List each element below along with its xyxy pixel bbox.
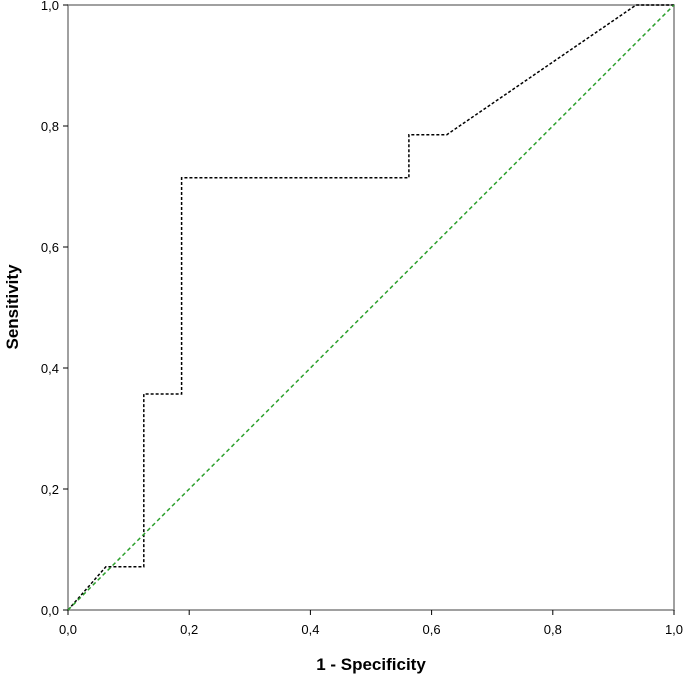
x-tick-label: 0,2 (180, 622, 198, 637)
y-tick-label: 1,0 (41, 0, 59, 13)
y-axis-ticks: 0,0 0,2 0,4 0,6 0,8 1,0 (41, 0, 68, 618)
y-tick-label: 0,2 (41, 482, 59, 497)
y-tick-label: 0,6 (41, 240, 59, 255)
y-tick-label: 0,8 (41, 119, 59, 134)
x-tick-label: 0,8 (544, 622, 562, 637)
reference-diagonal-line (67, 4, 675, 611)
roc-curve (67, 4, 674, 611)
x-axis-title: 1 - Specificity (316, 655, 426, 674)
y-tick-label: 0,4 (41, 361, 59, 376)
y-axis-title: Sensitivity (3, 264, 22, 350)
x-tick-label: 0,0 (59, 622, 77, 637)
series-layer (67, 4, 675, 611)
y-tick-label: 0,0 (41, 603, 59, 618)
plot-area-frame (67, 4, 675, 611)
x-axis-ticks: 0,0 0,2 0,4 0,6 0,8 1,0 (59, 610, 683, 637)
x-tick-label: 0,6 (423, 622, 441, 637)
x-tick-label: 1,0 (665, 622, 683, 637)
x-tick-label: 0,4 (301, 622, 319, 637)
